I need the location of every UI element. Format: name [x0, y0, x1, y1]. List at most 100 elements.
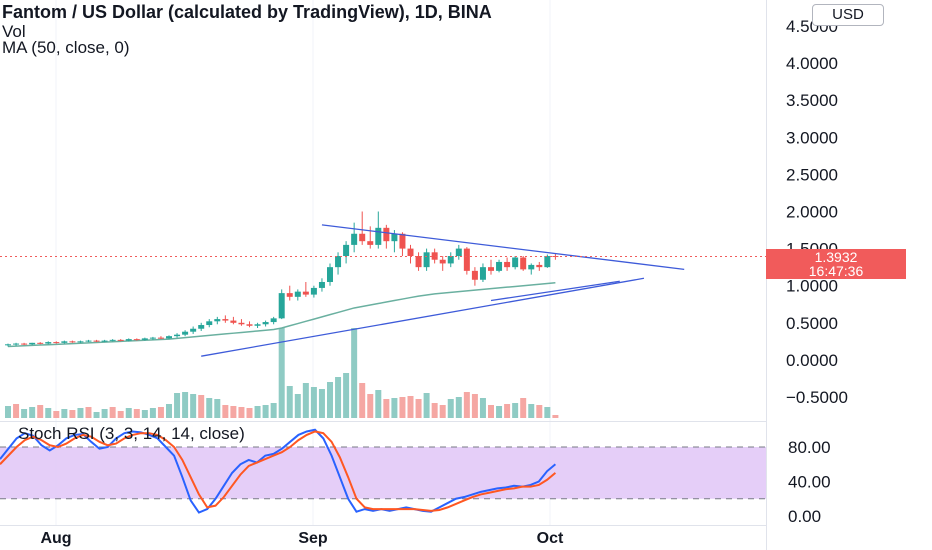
candle-body	[270, 318, 277, 323]
volume-bar	[439, 405, 446, 418]
candle-body	[431, 252, 438, 260]
candle-body	[528, 264, 535, 270]
volume-bar	[29, 407, 36, 418]
currency-button[interactable]: USD	[812, 4, 884, 26]
volume-bar	[149, 408, 156, 418]
volume-bar	[504, 404, 511, 418]
candle-body	[21, 343, 28, 345]
candle-body	[133, 339, 140, 341]
volume-bar	[214, 399, 221, 418]
candle-body	[206, 321, 213, 326]
candle-body	[496, 261, 503, 271]
candle-body	[141, 338, 148, 340]
candle-body	[488, 267, 494, 271]
time-axis-tick: Oct	[537, 530, 564, 547]
volume-bar	[246, 408, 253, 418]
volume-bar	[166, 404, 172, 418]
volume-bar	[367, 394, 374, 418]
stoch-rsi-legend[interactable]: Stoch RSI (3, 3, 14, 14, close)	[18, 424, 245, 443]
volume-bar	[230, 406, 237, 418]
candle-body	[302, 291, 309, 295]
candle-body	[399, 233, 406, 249]
volume-bar	[552, 415, 559, 418]
candle-body	[29, 342, 36, 345]
volume-legend[interactable]: Vol	[2, 22, 26, 41]
volume-bar	[125, 408, 132, 418]
trend-line	[201, 277, 645, 357]
candle-body	[327, 267, 333, 282]
volume-bar	[286, 386, 293, 418]
candle-body	[471, 270, 478, 280]
volume-bar	[77, 408, 84, 418]
candle-body	[166, 336, 172, 339]
volume-bar	[431, 403, 438, 418]
candle-body	[85, 340, 92, 342]
trend-line	[321, 224, 685, 271]
volume-bar	[528, 404, 535, 418]
volume-bar	[335, 377, 342, 418]
price-axis-tick: 1.0000	[786, 277, 838, 296]
volume-bar	[85, 407, 92, 418]
volume-bar	[21, 409, 28, 418]
volume-bar	[13, 404, 20, 418]
volume-bar	[206, 398, 213, 418]
volume-bar	[262, 405, 269, 418]
candle-body	[13, 343, 20, 345]
candle-body	[343, 244, 350, 257]
candle-body	[375, 227, 382, 245]
candle-body	[520, 257, 527, 270]
last-price-value: 1.3932	[814, 249, 858, 265]
candle-body	[512, 257, 519, 268]
volume-bar	[318, 389, 325, 418]
candle-body	[198, 325, 205, 329]
moving-average-line	[7, 281, 556, 348]
time-axis-tick: Aug	[40, 530, 71, 547]
candle-body	[536, 264, 543, 268]
volume-bar	[190, 394, 197, 418]
volume-bar	[93, 412, 100, 418]
symbol-title[interactable]: Fantom / US Dollar (calculated by Tradin…	[2, 2, 492, 22]
candle-body	[286, 293, 293, 297]
stoch-rsi-k-line	[0, 428, 557, 514]
candle-body	[278, 293, 285, 319]
volume-bar	[222, 405, 229, 418]
volume-bar	[544, 407, 551, 418]
volume-bar	[496, 406, 503, 418]
candle-body	[335, 256, 342, 268]
candle-body	[447, 256, 454, 264]
volume-bar	[463, 392, 470, 418]
volume-bar	[375, 390, 382, 418]
ma-legend[interactable]: MA (50, close, 0)	[2, 38, 130, 57]
volume-bar	[302, 383, 309, 418]
candle-body	[230, 320, 237, 323]
volume-bar	[101, 409, 108, 418]
candle-body	[37, 342, 44, 344]
candle-body	[53, 342, 60, 344]
volume-bar	[455, 397, 462, 418]
candle-body	[407, 248, 414, 257]
trend-line	[490, 280, 620, 302]
candle-body	[246, 324, 253, 326]
time-axis-separator	[0, 525, 766, 526]
candle-body	[69, 341, 76, 343]
candle-body	[262, 322, 269, 325]
candle-body	[383, 227, 390, 242]
volume-bar	[45, 408, 52, 418]
volume-bar	[512, 403, 519, 418]
candle-body	[294, 291, 301, 297]
volume-bar	[520, 398, 527, 418]
price-axis-tick: 4.0000	[786, 54, 838, 73]
candle-body	[318, 281, 325, 288]
candle-body	[359, 233, 366, 242]
volume-bar	[327, 382, 333, 418]
candle-body	[423, 252, 430, 268]
volume-bar	[5, 406, 11, 418]
volume-bar	[254, 406, 261, 418]
price-axis-tick: 3.5000	[786, 91, 838, 110]
volume-bar	[310, 387, 317, 418]
price-axis-tick: 0.0000	[786, 351, 838, 370]
price-axis-tick: 3.0000	[786, 128, 838, 147]
candle-body	[463, 248, 470, 271]
candle-body	[5, 344, 11, 346]
candle-body	[439, 259, 446, 264]
